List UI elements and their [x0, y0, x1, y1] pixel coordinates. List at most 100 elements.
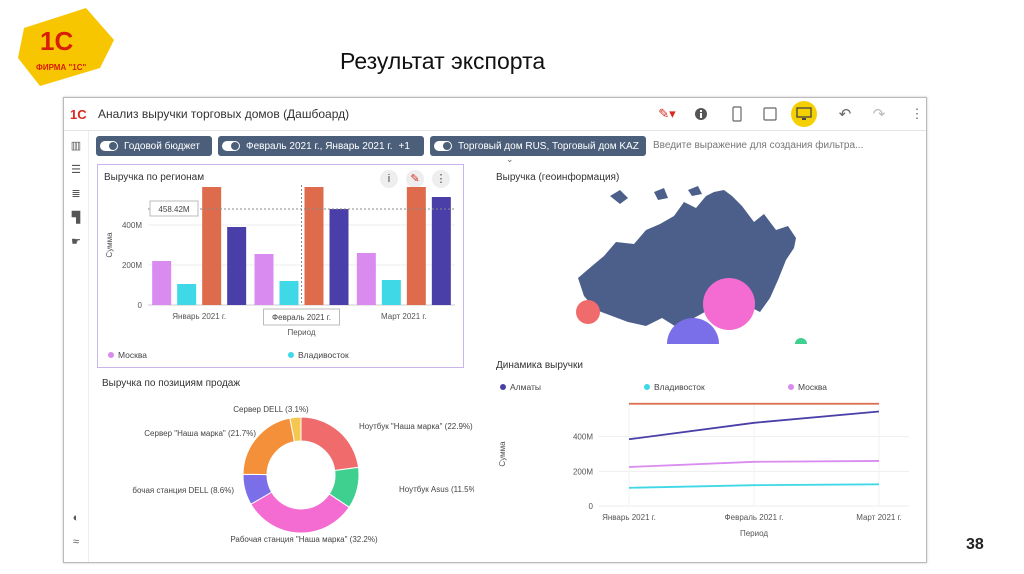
waves-icon[interactable]: ≈: [72, 536, 80, 548]
legend-label: Москва: [798, 382, 828, 392]
bar: [356, 253, 376, 305]
page-number: 38: [966, 536, 984, 553]
legend-item: Алматы: [500, 382, 541, 392]
slice-label: Сервер "Наша марка" (21.7%): [144, 429, 256, 438]
slide-title: Результат экспорта: [340, 48, 546, 74]
filter-expression-input[interactable]: Введите выражение для создания фильтра..…: [653, 140, 864, 151]
dashboard-window: 1С Анализ выручки торговых домов (Дашбоа…: [63, 97, 927, 563]
x-tick-label: Январь 2021 г.: [602, 513, 656, 522]
line-chart[interactable]: 0 200M 400M Сумма Январь 2021 г. Февраль 2021…: [489, 394, 919, 544]
slice-label: Сервер DELL (3.1%): [233, 405, 309, 414]
legend-label: Владивосток: [298, 350, 349, 360]
x-axis-label: Период: [740, 529, 768, 538]
legend-dot: [108, 352, 114, 358]
filter-chip-trade-house[interactable]: Торговый дом RUS, Торговый дом KAZ: [430, 136, 646, 156]
map-bubble[interactable]: [576, 300, 600, 324]
y-tick-label: 400M: [573, 433, 593, 442]
title-bar: 1С Анализ выручки торговых домов (Дашбоа…: [64, 98, 926, 131]
geo-widget-title: Выручка (геоинформация): [496, 172, 620, 183]
russia-map-shape: [578, 190, 796, 328]
bar: [152, 261, 172, 305]
legend-dot: [500, 384, 506, 390]
series-line: [628, 483, 880, 489]
filter-chip-period[interactable]: Февраль 2021 г., Январь 2021 г. +1: [218, 136, 424, 156]
legend-label: Алматы: [510, 382, 542, 392]
bar: [177, 284, 197, 305]
y-axis-label: Сумма: [498, 441, 507, 467]
map-bubble[interactable]: [795, 338, 807, 344]
logo-caption: ФИРМА "1С": [36, 63, 86, 72]
slice-label: Рабочая станция "Наша марка" (32.2%): [230, 535, 378, 544]
widget-title: Выручка по регионам: [104, 172, 205, 183]
bar: [406, 187, 426, 305]
filter-chip-label: Февраль 2021 г., Январь 2021 г.: [246, 140, 393, 152]
filter-chip-label: Годовой бюджет: [124, 140, 200, 152]
legend-label: Владивосток: [654, 382, 705, 392]
y-axis-label: Сумма: [105, 232, 114, 258]
x-axis-label: Период: [287, 328, 315, 337]
bar: [304, 187, 324, 305]
list-icon[interactable]: ☰: [71, 164, 81, 176]
filter-chip-budget[interactable]: Годовой бюджет: [96, 136, 212, 156]
edit-icon[interactable]: ✎: [406, 170, 424, 188]
hand-icon[interactable]: ☛: [71, 236, 81, 248]
donut-chart[interactable]: Сервер DELL (3.1%) Ноутбук "Наша марка" (…: [94, 398, 474, 558]
settings-icon[interactable]: ◐: [72, 512, 80, 524]
legend-item: Москва: [108, 350, 147, 360]
geo-map[interactable]: [564, 186, 824, 346]
filter-bar: Годовой бюджет Февраль 2021 г., Январь 2…: [64, 131, 926, 161]
left-sidebar: ▥ ☰ ≣ ▜ ☛ ◐ ≈: [64, 131, 89, 562]
logo-mark: 1С: [40, 26, 73, 56]
positions-widget-title: Выручка по позициям продаж: [102, 378, 241, 389]
bar: [279, 281, 299, 305]
app-logo: 1С: [70, 107, 87, 122]
map-bubble[interactable]: [667, 318, 719, 344]
tree-icon[interactable]: ≣: [71, 188, 81, 200]
more-icon[interactable]: ⋮: [432, 170, 450, 188]
1c-logo: 1С ФИРМА "1С": [16, 6, 120, 88]
info-icon[interactable]: i: [380, 170, 398, 188]
x-tick-label: Февраль 2021 г.: [725, 513, 784, 522]
filter-chip-badge: +1: [398, 140, 410, 152]
y-tick-label: 200M: [122, 261, 142, 270]
redo-icon[interactable]: ↷: [872, 106, 886, 123]
legend-item: Владивосток: [288, 350, 349, 360]
tablet-icon[interactable]: [762, 105, 778, 123]
donut-slice: [300, 416, 360, 472]
tooltip-value: 458.42M: [158, 205, 189, 214]
y-tick-label: 0: [589, 502, 594, 511]
series-line: [628, 460, 880, 468]
tooltip-value-box: [149, 200, 199, 217]
donut-slice: [242, 417, 296, 476]
dashboard-title: Анализ выручки торговых домов (Дашбоард): [98, 107, 350, 121]
phone-icon[interactable]: [730, 105, 744, 123]
x-tick-label: Январь 2021 г.: [172, 312, 226, 321]
bar: [431, 197, 451, 305]
x-tick-label: Март 2021 г.: [381, 312, 427, 321]
legend-item: Москва: [788, 382, 827, 392]
donut-slice: [250, 491, 350, 534]
y-tick-label: 0: [138, 301, 143, 310]
info-icon[interactable]: [692, 105, 710, 123]
paint-roller-icon[interactable]: ▜: [71, 212, 81, 224]
tooltip-period: Февраль 2021 г.: [272, 313, 331, 322]
legend-item: Владивосток: [644, 382, 705, 392]
y-tick-label: 200M: [573, 467, 593, 476]
toggle-icon[interactable]: [222, 141, 240, 151]
regions-widget[interactable]: Выручка по регионам i ✎ ⋮ 0 200M 400M Сумма…: [97, 164, 464, 368]
bar: [329, 209, 349, 305]
map-bubble[interactable]: [703, 278, 755, 330]
bar-chart-icon[interactable]: ▥: [70, 140, 82, 152]
undo-icon[interactable]: ↶: [838, 106, 852, 123]
bar: [227, 227, 247, 305]
more-icon[interactable]: ⋮: [910, 106, 924, 121]
pen-icon[interactable]: ✎▾: [658, 106, 676, 121]
chevron-down-icon[interactable]: ⌄: [506, 154, 514, 164]
slice-label: Ноутбук "Наша марка" (22.9%): [359, 422, 473, 431]
y-tick-label: 400M: [122, 221, 142, 230]
legend-label: Москва: [118, 350, 148, 360]
desktop-icon[interactable]: [791, 101, 817, 127]
dynamics-widget-title: Динамика выручки: [496, 360, 583, 371]
toggle-icon[interactable]: [100, 141, 118, 151]
toggle-icon[interactable]: [434, 141, 452, 151]
